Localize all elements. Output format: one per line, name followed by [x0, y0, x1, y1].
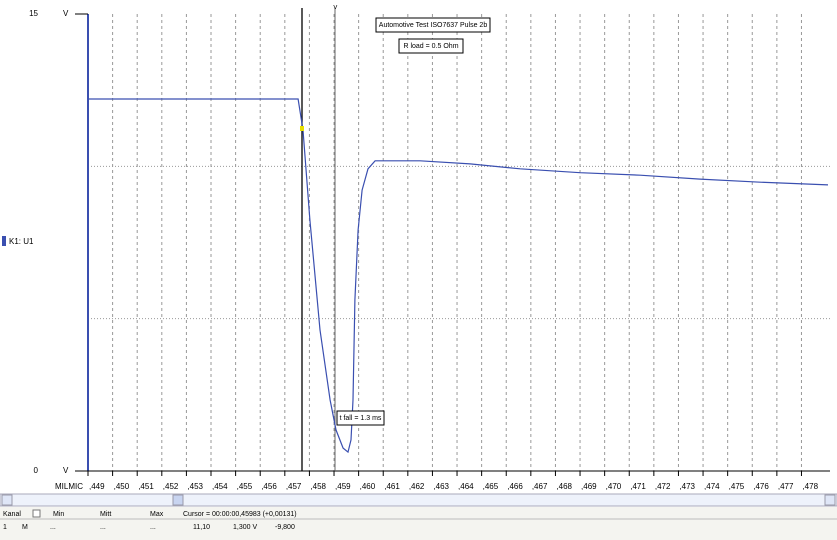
status-cell: 11,10: [193, 524, 210, 531]
x-tick-label: ,463: [433, 482, 449, 491]
status-cell: 1,300 V: [233, 524, 257, 531]
x-label: MILMIC: [55, 482, 83, 491]
checkbox[interactable]: [32, 509, 41, 518]
x-tick-label: ,461: [384, 482, 400, 491]
x-tick-label: ,462: [409, 482, 425, 491]
cursor-marker: ˅: [333, 3, 338, 12]
y-tick-label: 15: [29, 9, 38, 18]
scroll-left[interactable]: [1, 494, 13, 506]
x-tick-label: ,453: [187, 482, 203, 491]
x-tick-label: ,459: [335, 482, 351, 491]
annotation: R load = 0.5 Ohm: [403, 43, 458, 50]
scrollbar[interactable]: [0, 493, 837, 507]
trigger-marker: [300, 126, 304, 131]
annotation: t fall = 1.3 ms: [340, 415, 382, 422]
x-tick-label: ,469: [581, 482, 597, 491]
status-header: Mitt: [100, 511, 111, 518]
x-tick-label: ,473: [679, 482, 695, 491]
y-unit: V: [63, 466, 69, 475]
status-cell: 1: [3, 524, 7, 531]
x-tick-label: ,456: [261, 482, 277, 491]
x-tick-label: ,452: [163, 482, 179, 491]
annotation-box: [336, 410, 385, 426]
status-cell: -9,800: [275, 524, 295, 531]
annotation-box: [375, 17, 491, 33]
scroll-thumb[interactable]: [172, 494, 184, 506]
x-tick-label: ,471: [630, 482, 646, 491]
status-cell: ...: [50, 524, 56, 531]
x-tick-label: ,451: [138, 482, 154, 491]
x-tick-label: ,465: [483, 482, 499, 491]
channel-label: K1: U1: [9, 237, 34, 246]
x-tick-label: ,474: [704, 482, 720, 491]
annotation-box: [398, 38, 464, 54]
status-bar: [0, 507, 837, 540]
x-tick-label: ,454: [212, 482, 228, 491]
data-line: [88, 98, 829, 454]
x-tick-label: ,464: [458, 482, 474, 491]
x-tick-label: ,449: [89, 482, 105, 491]
x-tick-label: ,478: [802, 482, 818, 491]
x-tick-label: ,475: [729, 482, 745, 491]
annotation: Automotive Test ISO7637 Pulse 2b: [379, 22, 488, 29]
x-tick-label: ,467: [532, 482, 548, 491]
status-header: Kanal: [3, 511, 21, 518]
x-tick-label: ,470: [606, 482, 622, 491]
status-cell: ...: [150, 524, 156, 531]
status-cell: ...: [100, 524, 106, 531]
x-tick-label: ,472: [655, 482, 671, 491]
x-tick-label: ,466: [507, 482, 523, 491]
y-unit: V: [63, 9, 69, 18]
scroll-right[interactable]: [824, 494, 836, 506]
x-tick-label: ,458: [310, 482, 326, 491]
status-header: Max: [150, 511, 164, 518]
x-tick-label: ,457: [286, 482, 302, 491]
status-header: Cursor = 00:00:00,45983 (+0,00131): [183, 511, 297, 518]
y-tick-label: 0: [34, 466, 39, 475]
status-header: Min: [53, 511, 64, 518]
channel-marker: [2, 236, 6, 246]
x-tick-label: ,468: [556, 482, 572, 491]
x-tick-label: ,476: [753, 482, 769, 491]
x-tick-label: ,460: [360, 482, 376, 491]
status-cell: M: [22, 524, 28, 531]
x-tick-label: ,455: [237, 482, 253, 491]
x-tick-label: ,477: [778, 482, 794, 491]
x-tick-label: ,450: [114, 482, 130, 491]
